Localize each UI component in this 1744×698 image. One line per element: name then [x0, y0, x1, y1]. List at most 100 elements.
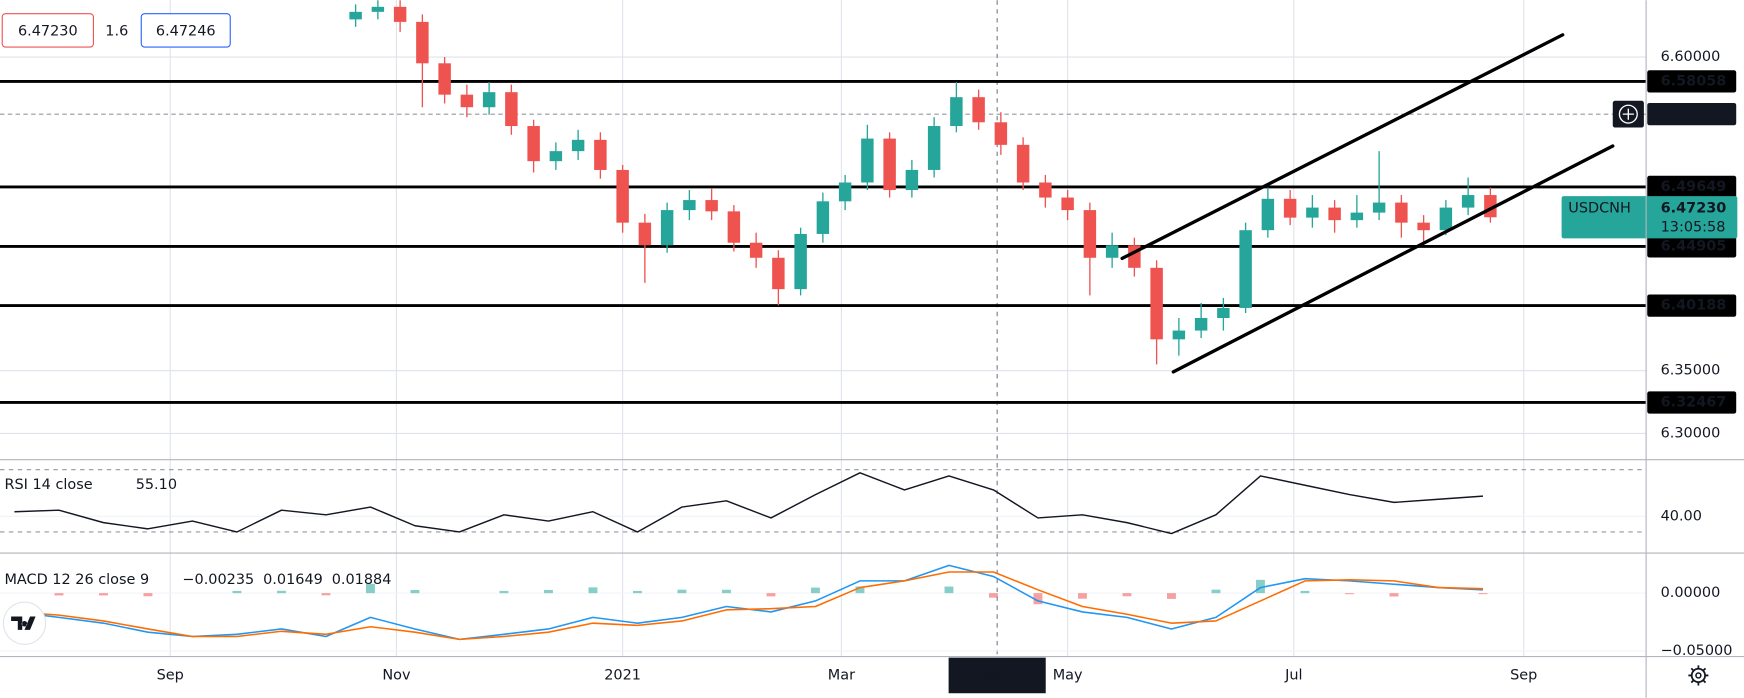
candle-body	[1016, 144, 1030, 183]
add-alert-button[interactable]	[1618, 104, 1638, 124]
candle-body	[527, 126, 540, 162]
ask-box[interactable]	[140, 13, 231, 48]
macd-line	[14, 571, 1483, 641]
countdown: 13:05:58	[1661, 219, 1726, 235]
macd-value: 0.01649	[263, 572, 323, 588]
ask-price[interactable]: 6.47246	[156, 23, 216, 39]
candle-body	[1372, 202, 1386, 213]
dashed-level-label: 6.55448	[1661, 106, 1727, 122]
candle-body	[1417, 222, 1430, 231]
macd-histogram-bar	[410, 590, 420, 594]
level-label: 6.58058	[1661, 73, 1727, 89]
tradingview-logo	[2, 601, 47, 645]
x-tick-label: Nov	[382, 667, 411, 683]
candle-body	[950, 97, 963, 127]
macd-histogram-bar	[499, 590, 509, 594]
x-tick-label: Sep	[1510, 667, 1537, 683]
y-tick-label: 40.00	[1661, 508, 1702, 524]
candle-body	[1061, 197, 1074, 211]
trend-line	[1120, 33, 1565, 261]
x-tick-label: 2021	[604, 667, 641, 683]
y-tick-label: 6.35000	[1661, 363, 1721, 379]
candle-body	[705, 200, 718, 212]
candle-body	[816, 201, 830, 234]
macd-histogram-bar	[989, 593, 998, 598]
candle-body	[1083, 210, 1097, 258]
bid-box[interactable]	[1, 13, 94, 48]
candle-body	[1306, 207, 1319, 218]
candle-body	[1217, 307, 1230, 319]
macd-histogram-bar	[1122, 593, 1132, 597]
rsi-line	[14, 472, 1484, 535]
macd-histogram-bar	[1345, 593, 1354, 595]
macd-histogram-bar	[1478, 593, 1488, 595]
overlay: Sep Nov 2021 Mar May Jul Sep 6.30000 6.35000 6.60…	[1, 13, 1738, 694]
macd-histogram-bar	[1078, 593, 1087, 599]
candle-body	[616, 169, 629, 223]
last-price-label: 6.47230	[1661, 200, 1727, 216]
spread: 1.6	[105, 23, 128, 39]
macd-value: −0.00235	[182, 572, 254, 588]
symbol-badge	[1561, 196, 1738, 239]
candle-body	[571, 139, 585, 152]
level-label: 6.49649	[1661, 179, 1727, 195]
macd-histogram-bar	[143, 593, 153, 597]
macd-histogram-bar	[277, 590, 286, 594]
macd-histogram-bar	[99, 593, 108, 596]
level-label-box	[1647, 70, 1737, 93]
candle-body	[549, 151, 563, 162]
macd-histogram-bar	[1033, 593, 1043, 605]
candle-body	[1261, 198, 1275, 231]
x-tick-label: Sep	[157, 667, 184, 683]
candle-body	[972, 97, 985, 123]
candle-body	[505, 92, 518, 127]
candle-body	[594, 139, 607, 170]
macd-histogram-bar	[811, 587, 820, 594]
x-tick-label: May	[1053, 667, 1083, 683]
candle-body	[482, 92, 496, 108]
macd-histogram-bar	[544, 590, 553, 594]
candle-body	[905, 169, 919, 191]
candle-body	[838, 182, 852, 202]
candle-body	[1350, 212, 1364, 221]
indicator-panes	[0, 469, 1647, 641]
grid	[0, 0, 1647, 657]
macd-histogram-bar	[766, 593, 776, 597]
macd-histogram-bar	[944, 586, 954, 594]
candle-body	[660, 210, 674, 246]
price-pane	[0, 0, 1647, 404]
macd-histogram-bar	[321, 593, 331, 596]
candle-body	[1283, 198, 1297, 218]
level-label-box	[1647, 235, 1737, 258]
trend-line	[1171, 144, 1615, 374]
macd-histogram-bar	[722, 589, 731, 594]
macd-histogram-bar	[54, 593, 64, 596]
crosshair-date-label: 12 Apr '21	[960, 667, 1035, 683]
macd-value: 0.01884	[332, 572, 392, 588]
add-alert-icon	[1622, 108, 1634, 120]
candle-body	[1105, 245, 1119, 258]
candle-body	[460, 94, 474, 108]
macd-histogram-bar	[1167, 593, 1176, 599]
candle-body	[794, 233, 807, 290]
level-label-box	[1647, 294, 1737, 317]
candle-body	[1439, 207, 1453, 231]
level-label: 6.44905	[1661, 238, 1727, 254]
bid-price[interactable]: 6.47230	[18, 23, 78, 39]
candle-body	[1150, 267, 1163, 340]
candle-body	[749, 242, 763, 258]
candle-body	[1172, 330, 1186, 340]
candle-body	[1239, 230, 1252, 308]
settings-gear[interactable]	[1688, 665, 1709, 686]
level-label: 6.40188	[1661, 298, 1727, 314]
candle-body	[883, 138, 896, 191]
candle-body	[438, 63, 451, 95]
macd-histogram-bar	[1211, 589, 1221, 594]
candle-body	[371, 6, 385, 12]
candle-body	[994, 122, 1008, 145]
dashed-level-label-box	[1647, 103, 1737, 126]
symbol-name: USDCNH	[1568, 200, 1631, 216]
x-tick-label: Jul	[1284, 667, 1302, 683]
